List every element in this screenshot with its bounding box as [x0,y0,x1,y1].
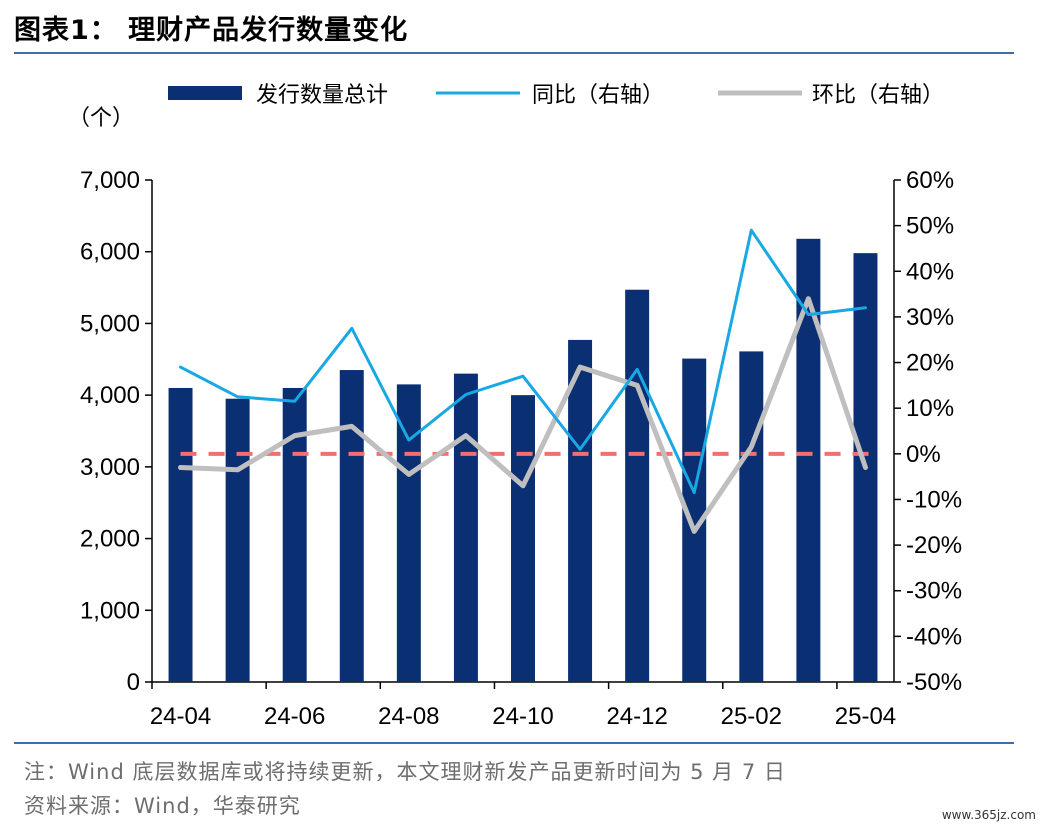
left-tick-label: 0 [127,669,140,696]
legend-label-bar: 发行数量总计 [256,83,388,108]
x-tick-label: 24-08 [378,703,439,730]
bar [168,387,193,682]
right-tick-label: 10% [906,395,954,422]
left-tick-label: 3,000 [80,454,140,481]
bar [739,351,764,682]
right-tick-label: -10% [906,486,962,513]
x-tick-label: 25-02 [721,703,782,730]
footnote: 注：Wind 底层数据库或将持续更新，本文理财新发产品更新时间为 5 月 7 日 [24,760,786,784]
x-tick-label: 24-04 [150,703,211,730]
right-tick-label: -30% [906,578,962,605]
bar [796,238,821,682]
x-tick-label: 25-04 [835,703,896,730]
chart-area: 发行数量总计 同比（右轴） 环比（右轴） （个） 0 1,000 2,000 3,00… [68,83,962,730]
right-axis-ticks: -50% -40% -30% -20% -10% 0% 10% 20% 30% 40% 50% 60% [894,167,962,696]
left-tick-label: 2,000 [80,526,140,553]
right-tick-label: 40% [906,258,954,285]
right-tick-label: 20% [906,350,954,377]
right-tick-label: 0% [906,441,941,468]
source-note: 资料来源：Wind，华泰研究 [24,794,301,818]
bar [625,289,650,682]
bar [682,358,707,682]
left-axis-unit: （个） [68,106,134,131]
bar [511,395,535,682]
left-tick-label: 4,000 [80,382,140,409]
chart-title: 图表1： 理财产品发行数量变化 [14,15,409,46]
right-tick-label: 50% [906,213,954,240]
x-tick-label: 24-06 [264,703,325,730]
legend-swatch-bar [168,86,242,100]
mom-line [178,296,868,534]
x-axis-ticks: 24-04 24-06 24-08 24-10 24-12 25-02 25-04 [150,682,896,730]
bar-series [168,238,878,683]
bar [396,384,421,682]
title-divider [14,52,1014,54]
bar [225,398,250,682]
bar [453,373,478,682]
watermark: www.365jz.com [941,808,1036,822]
right-tick-label: -40% [906,623,962,650]
right-tick-label: -20% [906,532,962,559]
footer-divider [14,742,1014,744]
legend-label-yoy: 同比（右轴） [532,83,664,108]
bar [568,339,593,682]
bar [282,387,307,682]
bar [339,370,364,682]
x-tick-label: 24-10 [492,703,553,730]
left-tick-label: 6,000 [80,239,140,266]
right-tick-label: -50% [906,669,962,696]
left-tick-label: 5,000 [80,310,140,337]
left-tick-label: 7,000 [80,167,140,194]
left-axis-ticks: 0 1,000 2,000 3,000 4,000 5,000 6,000 7,000 [80,167,152,696]
x-tick-label: 24-12 [606,703,667,730]
legend-label-mom: 环比（右轴） [812,83,944,108]
right-tick-label: 30% [906,304,954,331]
line-series [178,228,868,534]
legend: 发行数量总计 同比（右轴） 环比（右轴） [168,83,944,108]
left-tick-label: 1,000 [80,597,140,624]
right-tick-label: 60% [906,167,954,194]
yoy-line [179,228,867,495]
